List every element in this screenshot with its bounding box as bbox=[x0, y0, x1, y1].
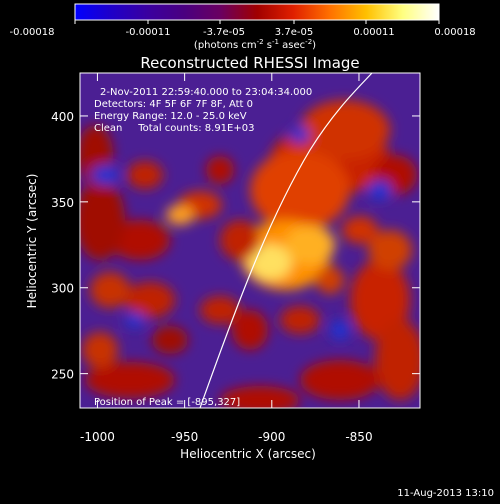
peak-position-label: Position of Peak = [-895,327] bbox=[94, 397, 240, 408]
x-tick-label: -1000 bbox=[80, 430, 115, 444]
x-axis-label: Heliocentric X (arcsec) bbox=[180, 447, 316, 461]
limb-line bbox=[199, 73, 373, 408]
y-tick-label: 250 bbox=[51, 368, 74, 382]
y-tick-label: 350 bbox=[51, 196, 74, 210]
colorbar-tick-label: -0.00011 bbox=[126, 27, 171, 38]
info-line-clean: Clean Total counts: 8.91E+03 bbox=[94, 123, 254, 134]
y-axis: 250 300 350 400 bbox=[51, 110, 420, 382]
y-axis-label: Heliocentric Y (arcsec) bbox=[25, 174, 39, 309]
colorbar-ticks bbox=[74, 20, 440, 24]
colorbar-tick-label: -3.7e-05 bbox=[203, 27, 245, 38]
colorbar-tick-label: 0.00018 bbox=[434, 27, 475, 38]
y-tick-label: 300 bbox=[51, 282, 74, 296]
rhessi-image bbox=[80, 73, 420, 408]
colorbar-units: (photons cm-2 s-1 asec-2) bbox=[194, 38, 316, 51]
x-axis: -1000 -950 -900 -850 bbox=[80, 73, 373, 444]
info-line-detectors: Detectors: 4F 5F 6F 7F 8F, Att 0 bbox=[94, 99, 253, 110]
colorbar-tick-label: -0.00018 bbox=[10, 27, 55, 38]
x-tick-label: -850 bbox=[345, 430, 372, 444]
x-tick-label: -900 bbox=[258, 430, 285, 444]
x-tick-label: -950 bbox=[171, 430, 198, 444]
colorbar-tick-label: 0.00011 bbox=[353, 27, 394, 38]
info-line-energy: Energy Range: 12.0 - 25.0 keV bbox=[94, 111, 247, 122]
colorbar bbox=[74, 3, 440, 21]
colorbar-tick-label: 3.7e-05 bbox=[275, 27, 313, 38]
info-line-time: 2-Nov-2011 22:59:40.000 to 23:04:34.000 bbox=[100, 87, 312, 98]
y-tick-label: 400 bbox=[51, 110, 74, 124]
plot-frame bbox=[79, 72, 421, 409]
image-title: Reconstructed RHESSI Image bbox=[140, 54, 359, 72]
timestamp: 11-Aug-2013 13:10 bbox=[397, 488, 494, 499]
